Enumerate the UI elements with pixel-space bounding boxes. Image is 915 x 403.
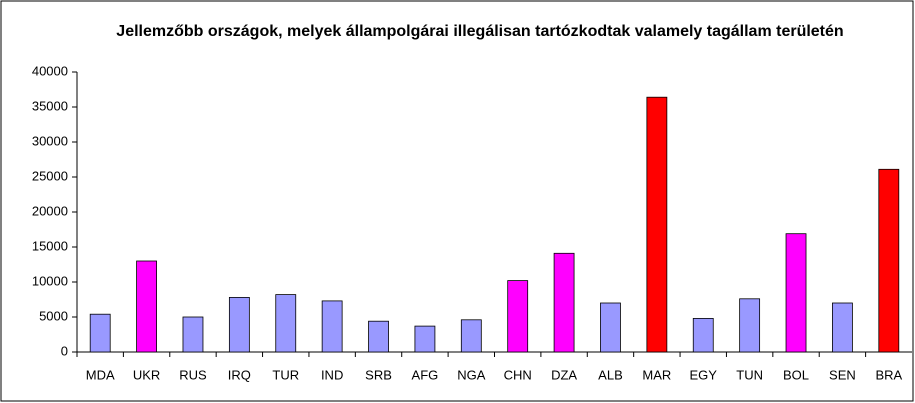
bar (600, 302, 621, 353)
bar (228, 296, 250, 353)
x-tick-label: MDA (86, 367, 115, 382)
x-tick-label: UKR (133, 367, 160, 382)
x-tick-label: AFG (412, 367, 439, 382)
x-tick-label: TUN (736, 367, 763, 382)
x-tick-label: DZA (551, 367, 577, 382)
y-tick-label: 35000 (32, 98, 68, 113)
x-tick-label: TUR (272, 367, 299, 382)
bar (460, 319, 482, 353)
bar (275, 294, 297, 353)
x-tick-label: IRQ (228, 367, 251, 382)
bar (89, 313, 111, 353)
x-tick-label: NGA (457, 367, 486, 382)
chart-title: Jellemzőbb országok, melyek állampolgára… (116, 23, 844, 40)
y-tick-label: 5000 (39, 308, 68, 323)
bar (182, 316, 204, 353)
x-tick-label: ALB (598, 367, 623, 382)
bar (368, 320, 389, 353)
bar (553, 252, 575, 353)
y-tick-label: 25000 (32, 168, 68, 183)
bar (739, 298, 761, 353)
bar (507, 280, 529, 353)
x-tick-label: BRA (875, 367, 902, 382)
y-tick-label: 10000 (32, 273, 68, 288)
bar (321, 300, 343, 353)
x-tick-label: SEN (829, 367, 856, 382)
x-tick-label: IND (321, 367, 343, 382)
y-tick-label: 40000 (32, 63, 68, 78)
x-tick-label: MAR (642, 367, 671, 382)
y-tick-label: 20000 (32, 203, 68, 218)
x-tick-label: EGY (690, 367, 718, 382)
y-tick-label: 0 (61, 343, 68, 358)
x-tick-label: SRB (365, 367, 392, 382)
bar (878, 168, 900, 353)
bar (692, 317, 714, 353)
bar (136, 260, 157, 353)
bar (414, 325, 436, 353)
bar (832, 302, 853, 353)
x-tick-label: BOL (783, 367, 809, 382)
x-tick-label: RUS (179, 367, 207, 382)
y-tick-label: 15000 (32, 238, 68, 253)
x-tick-label: CHN (504, 367, 532, 382)
y-tick-label: 30000 (32, 133, 68, 148)
bar (785, 233, 807, 353)
bar (646, 96, 668, 353)
